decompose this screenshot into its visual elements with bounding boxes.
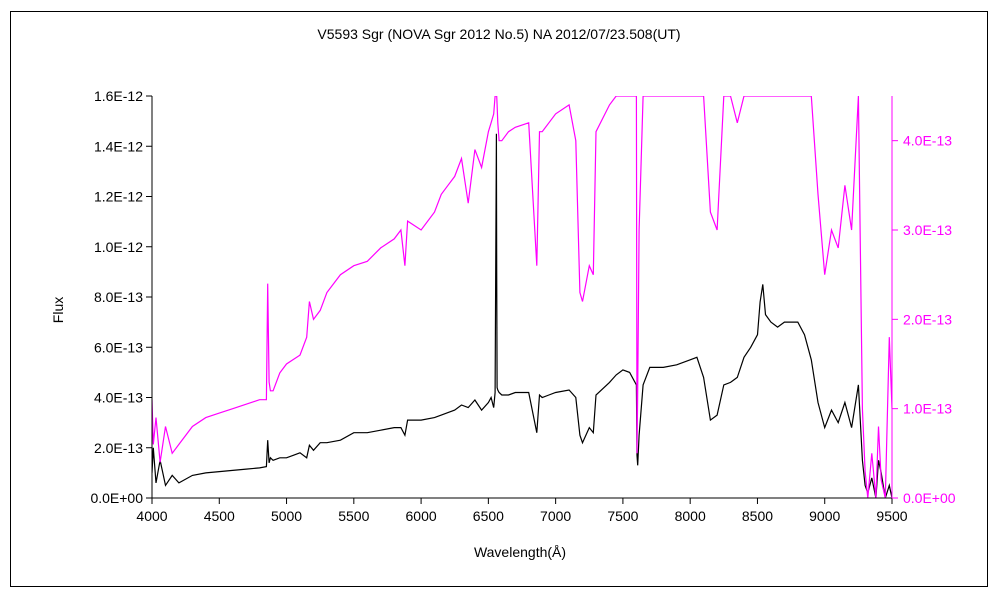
series-line-left-axis: [152, 133, 892, 498]
y-tick-label: 0.0E+00: [90, 490, 143, 506]
plot-area: [152, 96, 892, 498]
x-tick-label: 8500: [742, 508, 773, 524]
x-tick-label: 5000: [271, 508, 302, 524]
x-tick-label: 9500: [876, 508, 907, 524]
series-line-right-axis: [152, 96, 892, 498]
x-tick-label: 8000: [675, 508, 706, 524]
x-tick-label: 4000: [136, 508, 167, 524]
x-tick-label: 4500: [204, 508, 235, 524]
x-tick-label: 6500: [473, 508, 504, 524]
y-tick-label: 4.0E-13: [94, 390, 143, 406]
chart-title: V5593 Sgr (NOVA Sgr 2012 No.5) NA 2012/0…: [317, 26, 680, 42]
axes: 4000 4500 5000 5500 6000 6500 7000 7500 8000 8500…: [90, 88, 955, 524]
x-tick-label: 7000: [540, 508, 571, 524]
y-tick-label: 1.2E-12: [94, 189, 143, 205]
x-tick-label: 9000: [809, 508, 840, 524]
y-tick-label: 6.0E-13: [94, 339, 143, 355]
y-tick-label: 1.4E-12: [94, 138, 143, 154]
spectrum-chart: V5593 Sgr (NOVA Sgr 2012 No.5) NA 2012/0…: [50, 26, 956, 560]
x-axis-label: Wavelength(Å): [474, 544, 566, 560]
y2-tick-label: 0.0E+00: [903, 490, 956, 506]
y2-tick-label: 1.0E-13: [903, 401, 952, 417]
y2-tick-label: 2.0E-13: [903, 311, 952, 327]
y-tick-label: 1.0E-12: [94, 239, 143, 255]
y-axis-label: Flux: [50, 297, 66, 323]
y2-tick-label: 3.0E-13: [903, 222, 952, 238]
x-tick-label: 7500: [607, 508, 638, 524]
y2-tick-label: 4.0E-13: [903, 133, 952, 149]
y-tick-label: 1.6E-12: [94, 88, 143, 104]
x-tick-label: 6000: [406, 508, 437, 524]
x-tick-label: 5500: [338, 508, 369, 524]
chart-frame: V5593 Sgr (NOVA Sgr 2012 No.5) NA 2012/0…: [10, 11, 988, 587]
y-tick-label: 8.0E-13: [94, 289, 143, 305]
y-tick-label: 2.0E-13: [94, 440, 143, 456]
